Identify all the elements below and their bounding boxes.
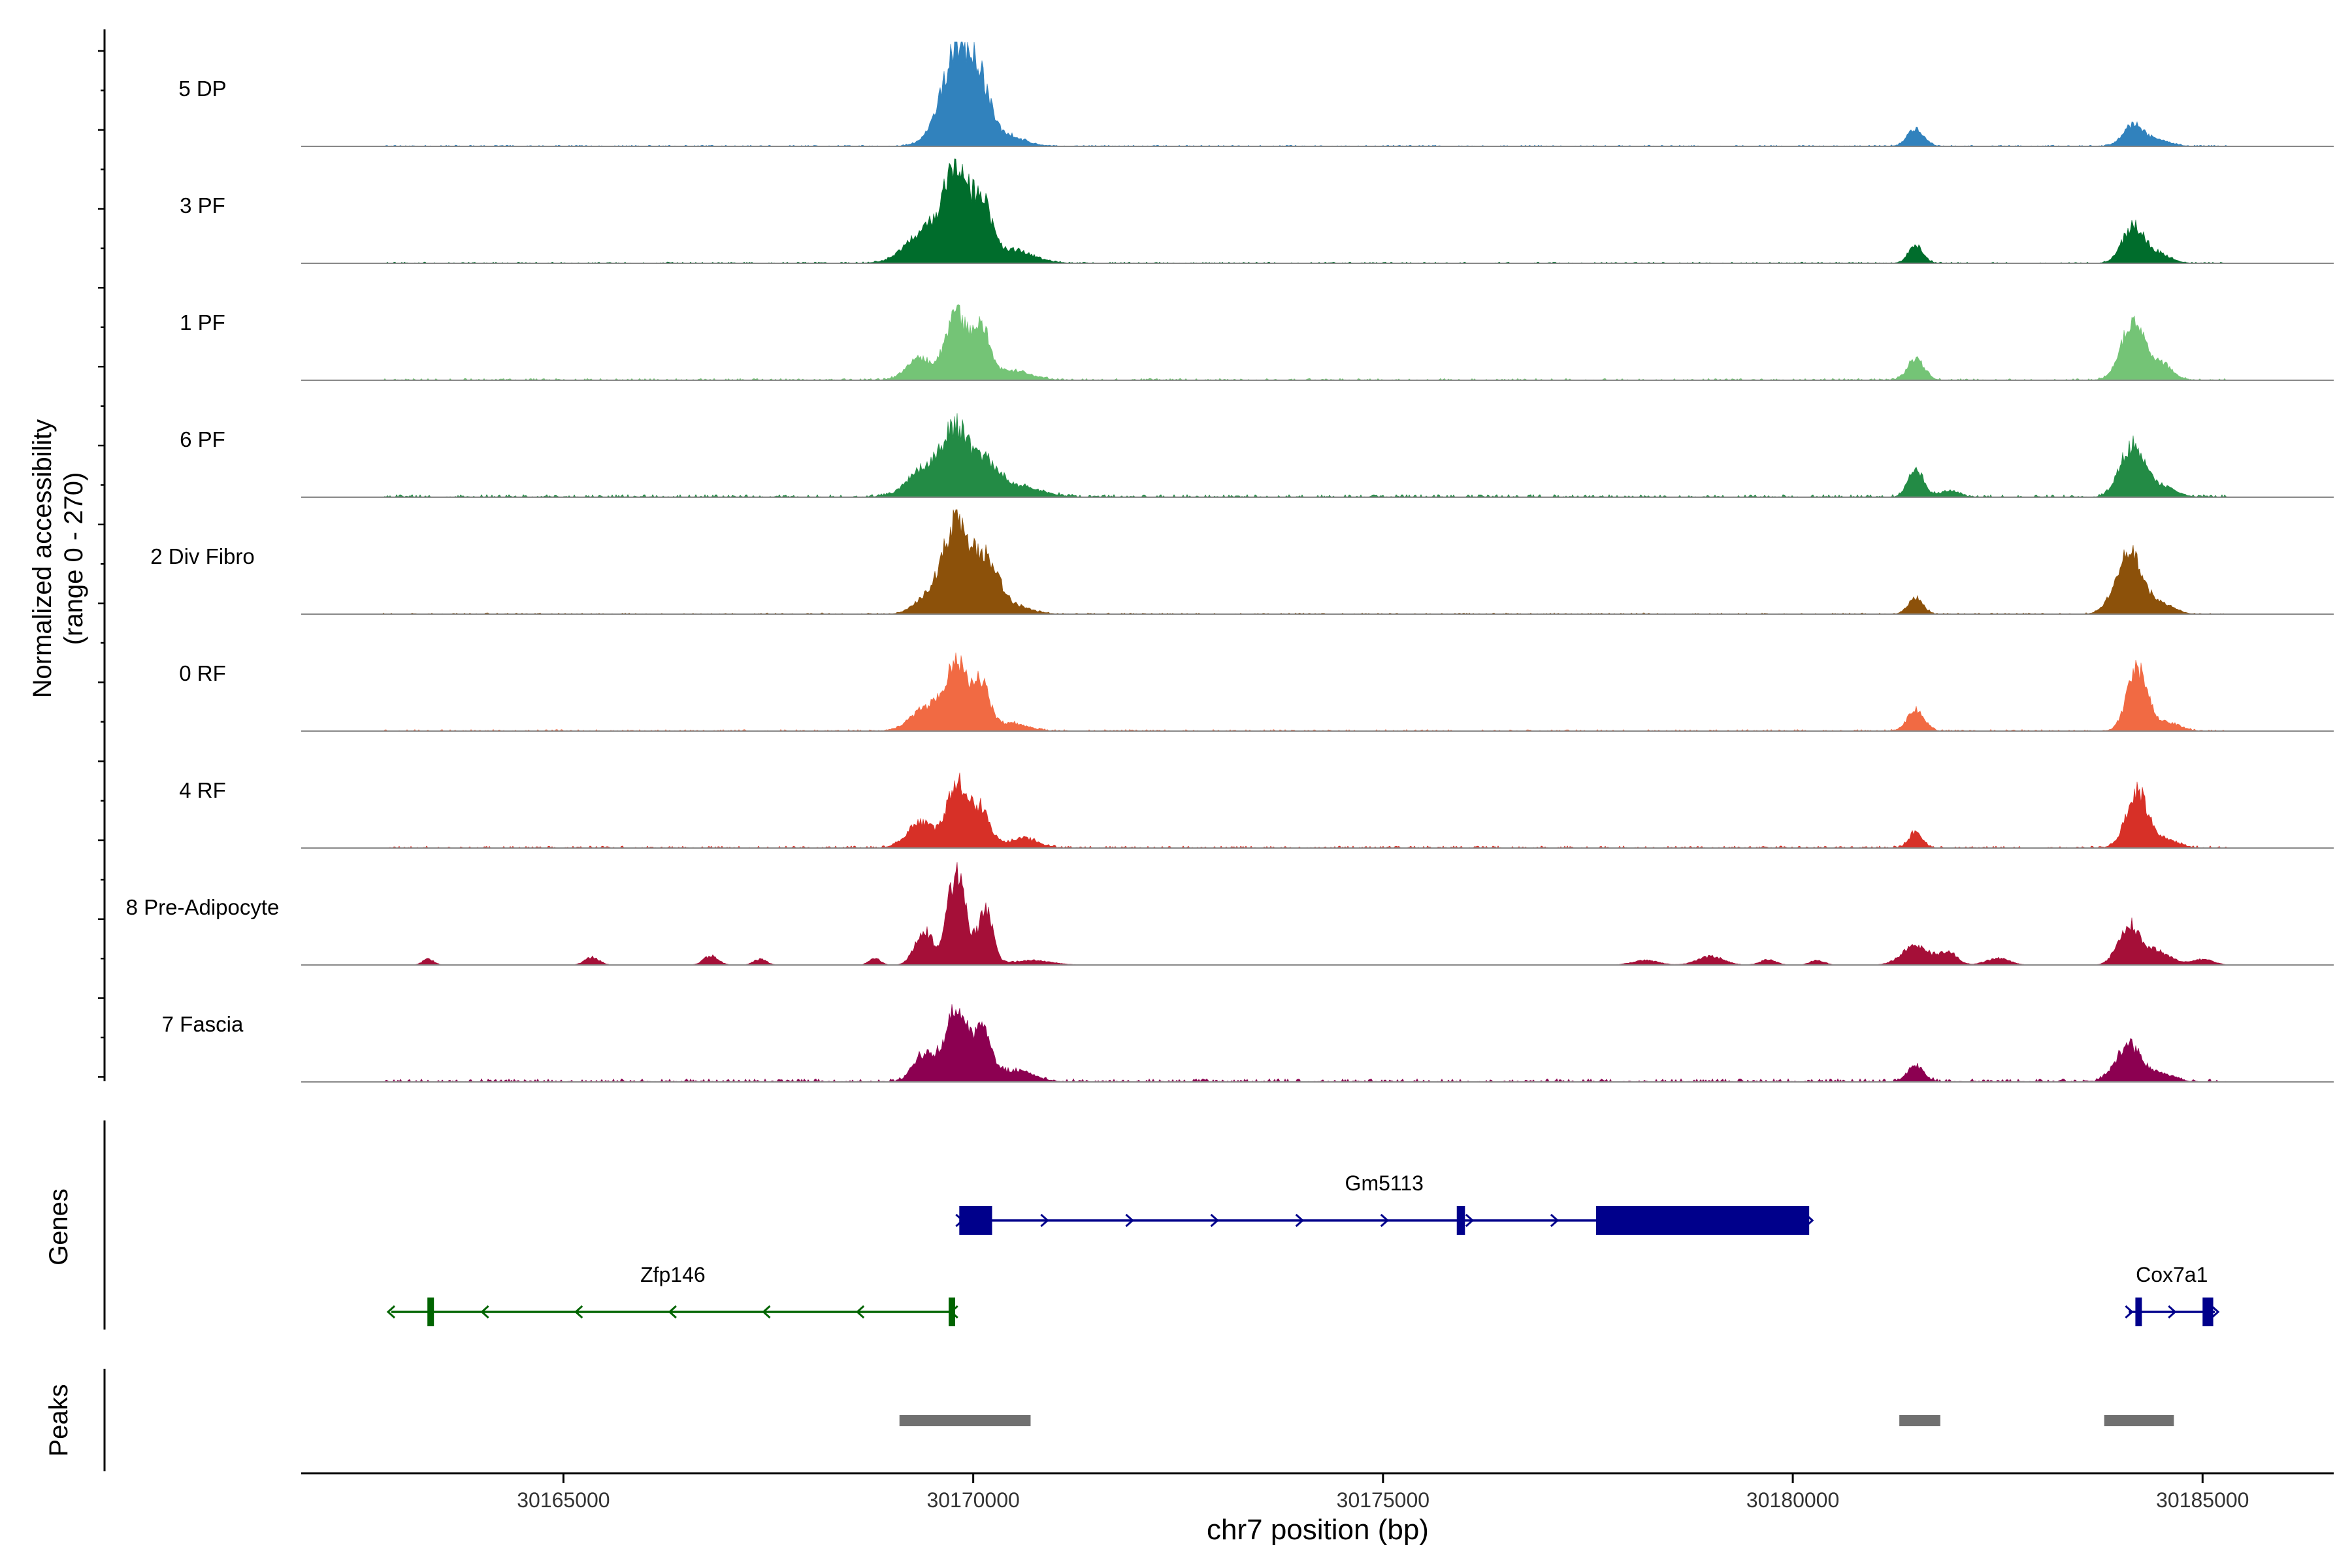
track-label: 1 PF: [180, 310, 225, 335]
strand-arrow: [1125, 1213, 1134, 1228]
strand-arrow: [574, 1305, 583, 1319]
strand-arrow: [668, 1305, 677, 1319]
gene-label: Zfp146: [640, 1263, 706, 1286]
track-label: 8 Pre-Adipocyte: [126, 895, 280, 919]
track-0-rf: 0 RF: [179, 652, 2334, 732]
peaks-track: Peaks: [44, 1369, 2174, 1471]
x-tick-label: 30165000: [517, 1488, 610, 1512]
track-7-fascia: 7 Fascia: [162, 1004, 2334, 1083]
coverage-area: [301, 652, 2334, 732]
peak-region: [2104, 1415, 2174, 1426]
gene-annotation-track: Genes Gm5113 Zfp146 Cox7a1: [44, 1120, 2220, 1330]
track-label: 2 Div Fibro: [150, 544, 255, 568]
accessibility-tracks: 5 DP 3 PF 1 PF 6 PF 2 Div Fibro 0 RF 4 RF 8 Pre…: [126, 41, 2334, 1083]
strand-arrow: [2125, 1305, 2134, 1319]
coverage-area: [301, 304, 2334, 381]
exon: [949, 1298, 956, 1326]
peak-region: [899, 1415, 1031, 1426]
coverage-area: [301, 41, 2334, 147]
track-3-pf: 3 PF: [180, 158, 2334, 264]
strand-arrow: [480, 1305, 489, 1319]
coverage-area: [301, 862, 2334, 966]
exon: [427, 1298, 434, 1326]
strand-arrow: [1550, 1213, 1560, 1228]
track-label: 5 DP: [178, 76, 226, 101]
track-6-pf: 6 PF: [180, 413, 2334, 498]
gene-zfp146: Zfp146: [386, 1263, 958, 1326]
exon: [2135, 1298, 2142, 1326]
coverage-area: [301, 1004, 2334, 1083]
strand-arrow: [762, 1305, 771, 1319]
track-label: 0 RF: [179, 661, 226, 685]
track-8-pre-adipocyte: 8 Pre-Adipocyte: [126, 862, 2334, 966]
coverage-area: [301, 772, 2334, 849]
genes-track-label: Genes: [44, 1188, 73, 1266]
gene-cox7a1: Cox7a1: [2125, 1263, 2220, 1326]
x-axis: chr7 position (bp) 30165000 30170000 30175…: [301, 1472, 2334, 1546]
x-tick-label: 30185000: [2156, 1488, 2249, 1512]
y-axis-title: Normalized accessibility: [28, 419, 57, 698]
strand-arrow: [1295, 1213, 1304, 1228]
strand-arrow: [1465, 1213, 1475, 1228]
coverage-area: [301, 413, 2334, 498]
accessibility-y-axis: Normalized accessibility (range 0 - 270): [28, 29, 106, 1081]
peaks-track-label: Peaks: [44, 1384, 73, 1456]
track-label: 3 PF: [180, 193, 225, 218]
gene-label: Gm5113: [1345, 1171, 1424, 1195]
peak-region: [1899, 1415, 1940, 1426]
exon: [959, 1206, 992, 1235]
x-axis-title: chr7 position (bp): [1207, 1514, 1429, 1546]
gene-gm5113: Gm5113: [955, 1171, 1814, 1235]
coverage-area: [301, 158, 2334, 264]
strand-arrow: [855, 1305, 865, 1319]
coverage-area: [301, 509, 2334, 615]
track-1-pf: 1 PF: [180, 304, 2334, 381]
track-2-div-fibro: 2 Div Fibro: [150, 509, 2334, 615]
x-tick-label: 30175000: [1337, 1488, 1429, 1512]
strand-arrow: [2168, 1305, 2177, 1319]
exon: [1456, 1206, 1465, 1235]
track-4-rf: 4 RF: [179, 772, 2334, 849]
track-label: 4 RF: [179, 778, 226, 802]
exon: [2202, 1298, 2213, 1326]
strand-arrow: [1210, 1213, 1219, 1228]
track-5-dp: 5 DP: [178, 41, 2334, 147]
strand-arrow: [386, 1305, 395, 1319]
y-axis-range: (range 0 - 270): [59, 472, 88, 645]
strand-arrow: [1380, 1213, 1389, 1228]
exon: [1596, 1206, 1810, 1235]
x-tick-label: 30170000: [926, 1488, 1019, 1512]
x-tick-label: 30180000: [1746, 1488, 1839, 1512]
track-label: 7 Fascia: [162, 1012, 244, 1036]
strand-arrow: [1040, 1213, 1049, 1228]
strand-arrow: [2211, 1305, 2220, 1319]
track-label: 6 PF: [180, 427, 225, 451]
gene-label: Cox7a1: [2136, 1263, 2208, 1286]
